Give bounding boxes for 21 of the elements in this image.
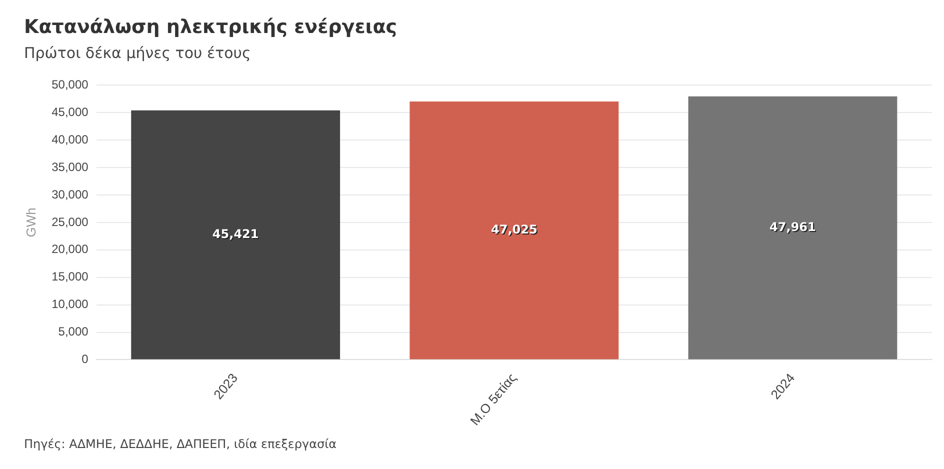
y-tick-label: 5,000 (58, 324, 89, 339)
chart-title: Κατανάλωση ηλεκτρικής ενέργειας (24, 16, 398, 38)
data-label: 47,025 (490, 222, 538, 236)
bar (131, 110, 340, 360)
data-label: 47,961 (770, 220, 816, 234)
y-tick-label: 25,000 (52, 214, 89, 229)
chart-subtitle: Πρώτοι δέκα μήνες του έτους (24, 44, 251, 62)
y-tick-label: 0 (82, 352, 89, 366)
bar (688, 96, 898, 360)
y-tick-label: 20,000 (52, 242, 89, 256)
text: Πηγές: ΑΔΜΗΕ, ΔΕΔΔΗΕ, ΔΑΠΕΕΠ, ιδία επεξεργασία (24, 437, 337, 451)
y-tick-label: 45,000 (52, 104, 89, 119)
y-axis-title: GWh (23, 208, 38, 238)
bar (410, 102, 619, 360)
y-tick-label: 35,000 (52, 160, 89, 174)
y-tick-label: 10,000 (52, 297, 89, 312)
y-tick-label: 40,000 (52, 132, 89, 146)
y-tick-label: 30,000 (52, 187, 89, 202)
data-label: 45,421 (212, 226, 259, 241)
y-tick-label: 15,000 (52, 270, 89, 284)
y-tick-label: 50,000 (52, 78, 89, 92)
